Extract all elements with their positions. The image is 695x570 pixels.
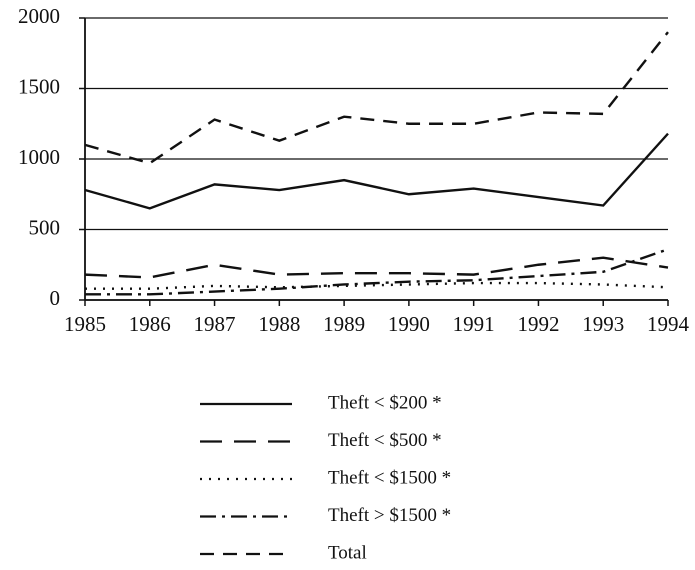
y-tick-label: 1000	[18, 145, 60, 169]
series-line	[84, 256, 669, 279]
y-tick-label: 2000	[18, 4, 60, 28]
x-tick-label: 1994	[647, 312, 690, 336]
legend-label: Theft > $1500 *	[328, 505, 451, 526]
series-line	[84, 132, 669, 210]
x-tick-label: 1990	[388, 312, 430, 336]
series-line	[84, 31, 669, 165]
series-line	[85, 248, 669, 296]
legend-label: Theft < $200 *	[328, 392, 442, 413]
y-tick-label: 0	[50, 286, 61, 310]
x-tick-label: 1988	[258, 312, 300, 336]
x-tick-label: 1992	[517, 312, 559, 336]
legend-label: Theft < $500 *	[328, 430, 442, 451]
x-tick-label: 1991	[453, 312, 495, 336]
x-tick-label: 1989	[323, 312, 365, 336]
x-tick-label: 1986	[129, 312, 171, 336]
x-tick-label: 1993	[582, 312, 624, 336]
y-tick-label: 1500	[18, 74, 60, 98]
x-tick-label: 1985	[64, 312, 106, 336]
legend-label: Total	[328, 542, 367, 563]
y-tick-label: 500	[29, 215, 61, 239]
x-tick-label: 1987	[194, 312, 236, 336]
legend-label: Theft < $1500 *	[328, 467, 451, 488]
